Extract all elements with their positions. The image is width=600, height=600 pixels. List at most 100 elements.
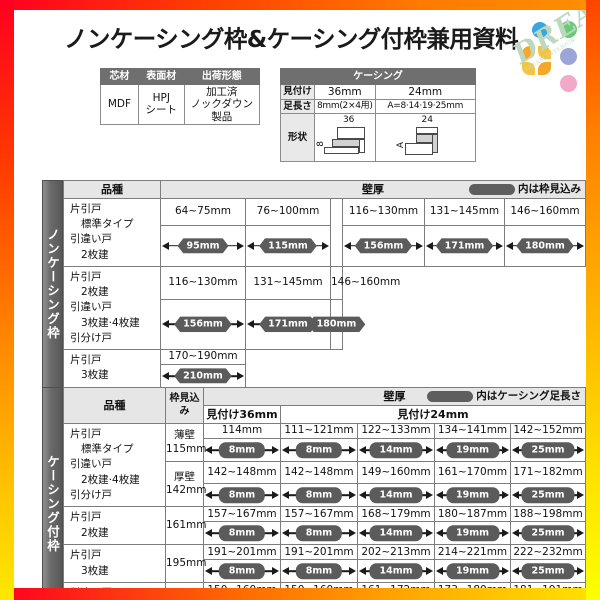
dimension-arrow: 210mm [161, 365, 245, 387]
kind-line: 引違い戸 [70, 301, 112, 314]
kind-line: 片引戸 [70, 203, 102, 215]
casing-spec-table: ケーシング 見付け 36mm 24mm 足長さ 8mm(2×4用) A=8·14… [280, 68, 477, 163]
row-label-ashinagasa: 足長さ [280, 99, 315, 115]
wall-thickness-cell: 131~145mm [245, 265, 331, 300]
wall-thickness-cell: 150~160mm [280, 582, 358, 588]
table-row: 片引戸 3枚建 170~190mm [63, 348, 586, 388]
casing-frame-table: 品種 枠見込み 壁厚 内はケーシング足長さ 見付け36mm 見付け24mm 片引戸 標準タイプ… [63, 387, 586, 588]
legend-note: 内はケーシング足長さ [204, 388, 585, 405]
kind-line: 3枚建 [81, 369, 109, 382]
non-casing-frame-table: 品種 壁厚 内は枠見込み 片引戸 標準タイプ 引違い戸 2枚建 64~75mm 76~100mm… [63, 180, 586, 388]
kind-line: 標準タイプ [81, 218, 134, 231]
header-kind: 品種 [63, 387, 166, 424]
wall-thickness-cell: 131~145mm [424, 198, 505, 226]
kind-line: 2枚建 [81, 286, 109, 299]
table-header-row: 芯材 表面材 出荷形態 [100, 68, 261, 85]
wall-thickness-cell: 150~160mm [203, 582, 281, 588]
dimension-pill: 25mm [521, 442, 575, 458]
wall-thickness-cell: 222~232mm [509, 544, 586, 561]
dimension-arrow: 8mm [281, 560, 357, 582]
wall-thickness-cell: 173~180mm [434, 582, 511, 588]
frame-depth-cell: 厚壁 142mm [165, 460, 207, 508]
dimension-arrow: 156mm [161, 313, 245, 335]
sidebar-label-non-casing: ノンケーシング枠 [42, 180, 63, 388]
header-shipping-form: 出荷形態 [183, 68, 261, 85]
header-surface-material: 表面材 [137, 68, 185, 85]
ashinagasa-24: A=8·14·19·25mm [374, 99, 477, 115]
dimension-arrow: 8mm [281, 484, 357, 506]
table-row: MDF HPJ シート 加工済 ノックダウン 製品 [100, 83, 261, 125]
dimension-cell: 156mm [160, 298, 246, 350]
dimension-cell: 25mm [509, 559, 586, 584]
profile-36-side-label: 8 [315, 140, 326, 147]
profile-24-top-label: 24 [421, 114, 433, 125]
dimension-arrow: 25mm [511, 522, 585, 544]
mitsuke-36: 36mm [313, 83, 376, 101]
profile-24-drawing: 24 A [376, 115, 475, 161]
kind-line: 3枚建·4枚建 [81, 316, 140, 329]
dimension-pill: 19mm [445, 442, 500, 458]
sidebar-label-casing: ケーシング付枠 [42, 387, 63, 588]
frame-depth-label: 薄壁 [174, 429, 195, 442]
wall-thickness-cell: 170~190mm [160, 348, 246, 365]
dimension-cell: 180mm [331, 298, 343, 350]
document-sheet: ノンケーシング枠&ケーシング付枠兼用資料 DREAM DREAM INTERIO… [14, 10, 586, 588]
dimension-pill: 180mm [516, 238, 574, 254]
dimension-arrow: 14mm [358, 484, 434, 506]
dimension-arrow: 14mm [358, 522, 434, 544]
wall-thickness-cell: 191~201mm [203, 544, 281, 561]
dimension-cell: 8mm [280, 521, 358, 546]
dot-periwinkle-icon [560, 48, 577, 65]
legend-pill-icon [427, 391, 474, 402]
kind-cell: 片引戸 2枚建 [63, 506, 166, 546]
dimension-cell: 8mm [203, 521, 281, 546]
dimension-pill: 171mm [436, 238, 494, 254]
dimension-pill: 14mm [369, 442, 423, 458]
table-row: 156mm 171mm 180mm [64, 298, 586, 350]
frame-depth-cell: 154mm [165, 582, 204, 588]
dimension-arrow: 25mm [511, 560, 585, 582]
dimension-arrow: 19mm [435, 522, 510, 544]
dot-green-icon [560, 21, 577, 38]
header-casing: ケーシング [280, 68, 476, 85]
dimension-pill: 14mm [369, 487, 423, 503]
wall-thickness-cell: 134~141mm [434, 423, 511, 439]
table-row: 片引戸 2枚建 161mm 157~167mm 157~167mm 168~179mm 18… [63, 506, 586, 546]
dimension-pill: 180mm [308, 317, 366, 333]
frame-depth-cell: 195mm [165, 544, 207, 584]
dimension-pill: 95mm [177, 238, 228, 254]
wall-thickness-cell: 161~172mm [357, 582, 435, 588]
wall-thickness-cell: 171~182mm [509, 460, 586, 485]
dimension-arrow: 8mm [281, 439, 357, 461]
ship-line-2: ノックダウン [190, 98, 253, 111]
wall-thickness-cell: 76~100mm [245, 198, 331, 226]
value-surface-material: HPJ シート [137, 83, 185, 125]
value-shipping-form: 加工済 ノックダウン 製品 [183, 83, 261, 125]
dimension-pill: 19mm [445, 525, 500, 541]
kind-cell: 片引戸 3枚建 [63, 348, 161, 388]
dimension-pill: 14mm [369, 525, 423, 541]
wall-thickness-cell: 142~148mm [280, 460, 358, 485]
dimension-cell: 19mm [434, 521, 511, 546]
kind-line: 引違い戸 [70, 458, 112, 471]
empty-cell [505, 349, 586, 387]
table-row: 8mm 8mm 14mm 19mm 25mm [64, 559, 586, 584]
dimension-cell: 8mm [203, 483, 281, 508]
dimension-arrow: 14mm [358, 560, 434, 582]
dimension-cell: 95mm [160, 224, 246, 267]
kind-line: 引違い戸 [70, 233, 112, 246]
dimension-arrow: 8mm [204, 484, 280, 506]
subheader-mitsuke-24: 見付け24mm [279, 405, 586, 424]
dimension-cell: 19mm [434, 483, 511, 508]
material-spec-table: 芯材 表面材 出荷形態 MDF HPJ シート 加工済 ノックダウン 製品 [100, 68, 261, 125]
dimension-arrow: 8mm [204, 439, 280, 461]
table-row: 片引戸 3枚建 195mm 191~201mm 191~201mm 202~213mm 21… [63, 544, 586, 584]
wall-thickness-cell: 214~221mm [434, 544, 511, 561]
dimension-pill: 25mm [521, 525, 575, 541]
wall-thickness-cell: 149~160mm [357, 460, 435, 485]
wall-thickness-cell: 116~130mm [342, 198, 425, 226]
kind-line: 引分け戸 [70, 331, 112, 344]
dimension-cell: 115mm [245, 224, 331, 267]
